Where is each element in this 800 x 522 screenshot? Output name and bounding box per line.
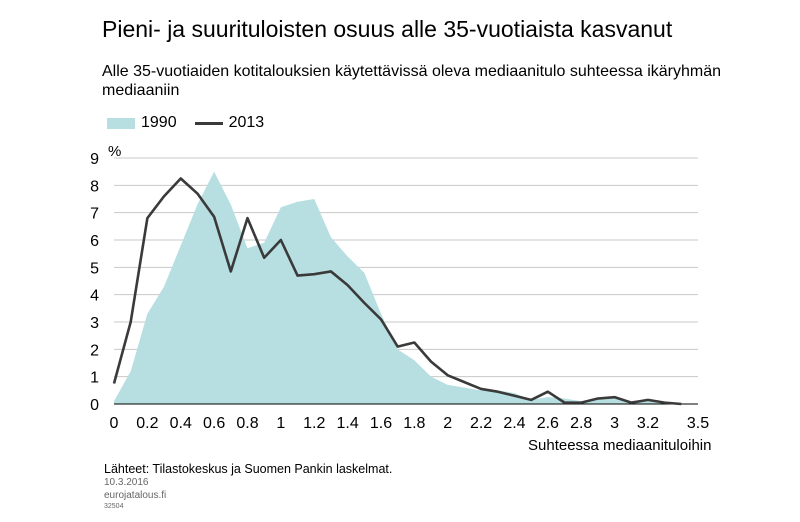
y-tick-label-6: 6 xyxy=(90,233,99,250)
y-tick-label-7: 7 xyxy=(90,206,99,223)
x-tick-label-5: 1 xyxy=(276,415,285,432)
x-tick-label-12: 2.4 xyxy=(503,415,525,432)
source-note: Lähteet: Tilastokeskus ja Suomen Pankin … xyxy=(104,462,393,476)
site-name: eurojatalous.fi xyxy=(104,490,167,501)
x-tick-label-7: 1.4 xyxy=(336,415,358,432)
legend: 1990 2013 xyxy=(107,114,264,132)
y-tick-label-2: 2 xyxy=(90,342,99,359)
chart-code: 32504 xyxy=(104,503,124,510)
x-tick-label-17: 3.5 xyxy=(687,415,709,432)
x-tick-label-16: 3.2 xyxy=(637,415,659,432)
x-tick-label-1: 0.2 xyxy=(136,415,158,432)
x-tick-label-11: 2.2 xyxy=(470,415,492,432)
legend-label-2013: 2013 xyxy=(228,114,265,131)
x-tick-label-13: 2.6 xyxy=(537,415,559,432)
y-tick-label-3: 3 xyxy=(90,315,99,332)
x-tick-label-4: 0.8 xyxy=(236,415,258,432)
y-tick-label-9: 9 xyxy=(90,151,99,168)
y-tick-label-5: 5 xyxy=(90,260,99,277)
x-tick-label-0: 0 xyxy=(110,415,119,432)
y-tick-label-0: 0 xyxy=(90,397,99,414)
x-tick-label-15: 3 xyxy=(610,415,619,432)
area-series-1990 xyxy=(114,171,682,404)
line-series-2013 xyxy=(112,177,682,406)
legend-swatch-1990 xyxy=(107,117,135,129)
x-tick-label-10: 2 xyxy=(443,415,452,432)
chart-subtitle: Alle 35-vuotiaiden kotitalouksien käytet… xyxy=(102,63,722,99)
y-axis-unit: % xyxy=(108,143,122,160)
x-axis-title: Suhteessa mediaanituloihin xyxy=(528,437,712,454)
chart-title: Pieni- ja suurituloisten osuus alle 35-v… xyxy=(102,16,673,42)
x-tick-label-8: 1.6 xyxy=(370,415,392,432)
x-tick-label-3: 0.6 xyxy=(203,415,225,432)
y-tick-label-4: 4 xyxy=(90,288,99,305)
legend-label-1990: 1990 xyxy=(141,114,177,131)
x-tick-label-14: 2.8 xyxy=(570,415,592,432)
x-tick-label-2: 0.4 xyxy=(170,415,192,432)
y-tick-label-8: 8 xyxy=(90,178,99,195)
x-tick-label-6: 1.2 xyxy=(303,415,325,432)
publish-date: 10.3.2016 xyxy=(104,477,149,488)
legend-swatch-2013 xyxy=(194,121,223,125)
y-tick-label-1: 1 xyxy=(90,370,99,387)
x-tick-label-9: 1.8 xyxy=(403,415,425,432)
